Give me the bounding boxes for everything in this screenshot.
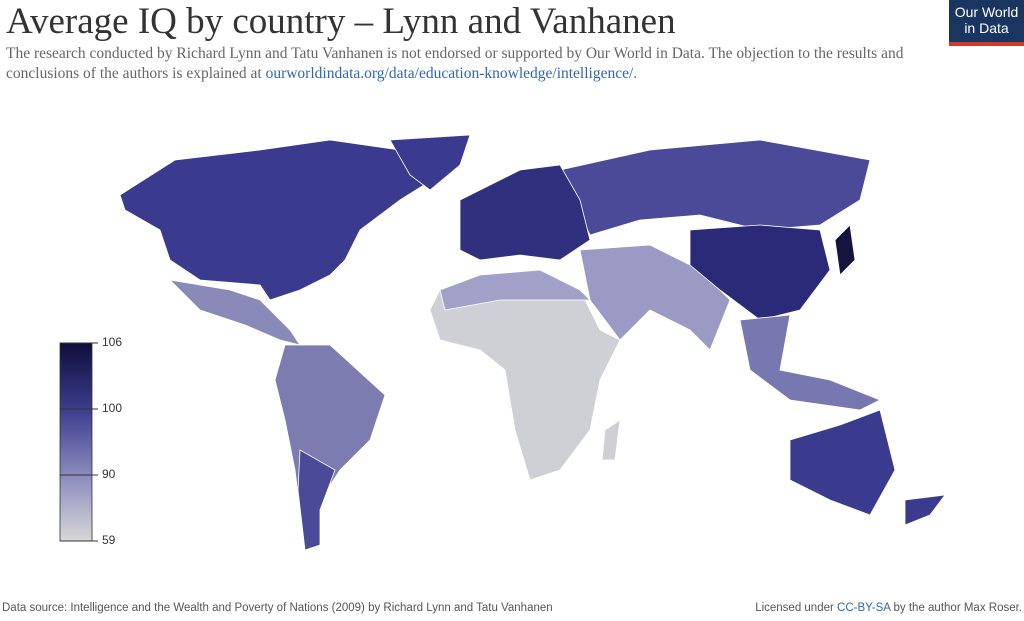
subtitle-link[interactable]: ourworldindata.org/data/education-knowle… [265,65,634,82]
license: Licensed under CC-BY-SA by the author Ma… [755,602,1022,614]
north-africa [439,269,591,311]
australia [789,409,896,516]
subtitle-end: . [633,65,638,82]
legend-tick-label: 106 [102,335,122,349]
europe [459,164,591,261]
logo-line: in Data [964,20,1009,36]
logo[interactable]: Our World in Data [949,0,1024,46]
license-text: by the author Max Roser. [893,602,1022,614]
license-text: Licensed under [755,602,834,614]
north-america [119,139,461,301]
subtitle-text: The research conducted by Richard Lynn a… [6,45,904,82]
argentina [297,449,336,551]
legend-tick-label: 100 [102,401,122,415]
new-zealand [904,494,946,526]
license-link[interactable]: CC-BY-SA [837,602,891,614]
russia [559,139,871,236]
subtitle: The research conducted by Richard Lynn a… [6,44,911,84]
middle-east-south-asia [579,244,731,351]
countries [119,134,946,551]
source: Data source: Intelligence and the Wealth… [2,602,553,614]
legend: 59 90 100 106 [59,335,122,547]
logo-line: Our World [954,4,1019,20]
title: Average IQ by country – Lynn and Vanhane… [6,1,676,42]
southeast-asia [739,314,881,411]
madagascar [601,419,621,461]
greenland [389,134,471,191]
legend-bar [59,342,93,542]
japan [834,224,856,276]
legend-tick-label: 59 [102,533,116,547]
east-asia [689,224,831,321]
legend-tick-label: 90 [102,467,116,481]
map: 59 90 100 106 [59,134,946,551]
south-america [274,344,386,551]
